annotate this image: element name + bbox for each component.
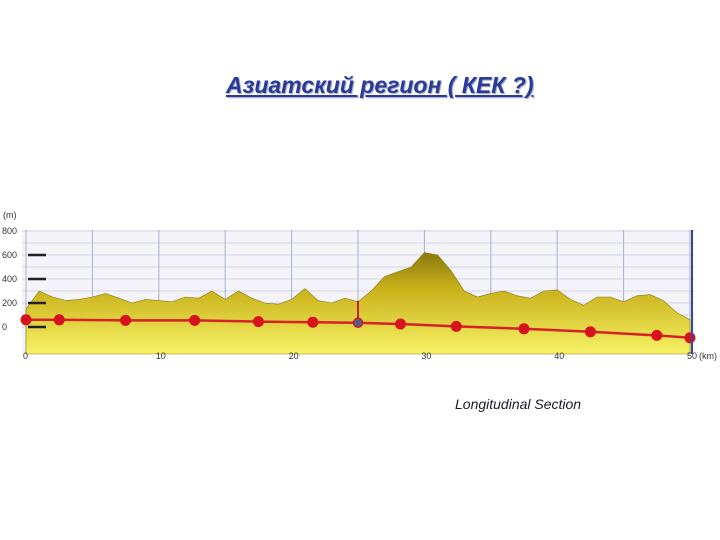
station-point [20, 314, 32, 326]
x-tick-label: 50 [687, 351, 697, 361]
x-tick-label: 40 [554, 351, 564, 361]
station-point [189, 314, 201, 326]
x-tick-label: 20 [289, 351, 299, 361]
station-point [684, 332, 696, 344]
y-tick-label: 800 [2, 226, 17, 236]
x-axis-label: (km) [699, 351, 717, 361]
slide-title: Азиатский регион ( КЕК ?) [226, 72, 534, 98]
station-point [120, 314, 132, 326]
station-point [450, 320, 462, 332]
x-tick-label: 0 [23, 351, 28, 361]
station-point [651, 329, 663, 341]
axes-layer: 0 200 400 600 800 0 10 20 30 40 50 [2, 226, 697, 361]
elevation-chart: 0 200 400 600 800 0 10 20 30 40 50 (m) (km) [2, 210, 717, 361]
station-point [518, 323, 530, 335]
station-point [584, 326, 596, 338]
station-point [307, 316, 319, 328]
y-axis-label: (m) [3, 210, 17, 220]
junction-station-point [352, 317, 364, 329]
station-point [252, 316, 264, 328]
x-tick-label: 30 [421, 351, 431, 361]
station-point [394, 318, 406, 330]
station-point [53, 314, 65, 326]
y-tick-label: 0 [2, 322, 7, 332]
x-tick-label: 10 [156, 351, 166, 361]
y-tick-label: 600 [2, 250, 17, 260]
y-tick-label: 200 [2, 298, 17, 308]
chart-caption: Longitudinal Section [455, 396, 582, 412]
y-tick-label: 400 [2, 274, 17, 284]
route-layer [20, 300, 696, 344]
